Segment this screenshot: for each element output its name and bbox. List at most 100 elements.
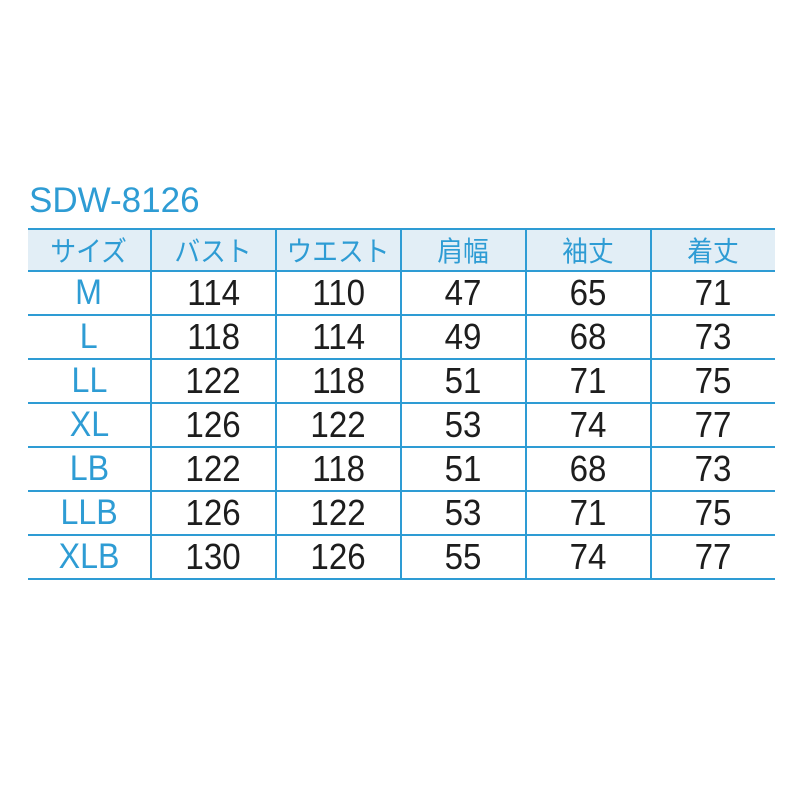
column-header-size-label: サイズ [50,236,128,267]
value-cell: 75 [650,359,775,403]
measurement-value: 122 [310,404,367,445]
value-cell: 73 [650,447,775,491]
measurement-value: 118 [187,316,240,357]
column-header-bust-label: バスト [174,236,253,267]
value-cell: 49 [400,315,526,359]
measurement-value: 74 [570,536,607,577]
table-row-xlb: XLB 130 126 55 74 77 [28,535,775,579]
value-cell: 53 [400,403,526,447]
measurement-value: 77 [695,536,732,577]
measurement-value: 74 [570,404,607,445]
measurement-value: 118 [312,448,365,489]
column-header-length: 着丈 [650,229,775,271]
size-label: L [80,317,98,356]
measurement-value: 122 [310,492,367,533]
table-row-ll: LL 122 118 51 71 75 [28,359,775,403]
value-cell: 118 [275,447,401,491]
measurement-value: 53 [445,492,482,533]
measurement-value: 77 [695,404,732,445]
column-header-waist-label: ウエスト [286,236,391,267]
measurement-value: 122 [185,448,242,489]
measurement-value: 49 [445,316,482,357]
measurement-value: 71 [570,360,607,401]
measurement-value: 114 [187,272,240,313]
column-header-shoulder-label: 肩幅 [437,236,490,267]
value-cell: 130 [150,535,276,579]
measurement-value: 75 [695,492,732,533]
value-cell: 126 [150,403,276,447]
size-label: LL [71,361,107,400]
measurement-value: 118 [312,360,365,401]
measurement-value: 73 [695,448,732,489]
value-cell: 68 [525,315,651,359]
header-row: サイズ バスト ウエスト 肩幅 袖丈 着丈 [28,229,775,271]
value-cell: 51 [400,447,526,491]
size-label: LB [69,449,109,488]
measurement-value: 68 [570,316,607,357]
measurement-value: 110 [312,272,365,313]
size-cell: M [28,271,151,315]
table-row-llb: LLB 126 122 53 71 75 [28,491,775,535]
size-label: XLB [58,537,120,576]
value-cell: 77 [650,535,775,579]
measurement-value: 126 [185,492,242,533]
size-cell: LB [28,447,151,491]
value-cell: 114 [275,315,401,359]
value-cell: 74 [525,535,651,579]
column-header-shoulder: 肩幅 [400,229,526,271]
value-cell: 74 [525,403,651,447]
size-cell: L [28,315,151,359]
table-row-m: M 114 110 47 65 71 [28,271,775,315]
product-code-title: SDW-8126 [29,181,200,220]
value-cell: 114 [150,271,276,315]
measurement-value: 71 [695,272,732,313]
column-header-bust: バスト [150,229,276,271]
measurement-value: 68 [570,448,607,489]
column-header-length-label: 着丈 [687,236,740,267]
column-header-size: サイズ [28,229,151,271]
value-cell: 77 [650,403,775,447]
value-cell: 68 [525,447,651,491]
table-row-l: L 118 114 49 68 73 [28,315,775,359]
value-cell: 110 [275,271,401,315]
size-chart-table: サイズ バスト ウエスト 肩幅 袖丈 着丈 M 114 110 47 65 71… [28,228,775,580]
measurement-value: 51 [445,360,482,401]
measurement-value: 130 [185,536,242,577]
column-header-sleeve-label: 袖丈 [562,236,615,267]
value-cell: 122 [150,359,276,403]
table-row-lb: LB 122 118 51 68 73 [28,447,775,491]
measurement-value: 71 [570,492,607,533]
measurement-value: 53 [445,404,482,445]
measurement-value: 114 [312,316,365,357]
size-cell: XL [28,403,151,447]
size-label: M [75,273,103,312]
measurement-value: 55 [445,536,482,577]
measurement-value: 126 [310,536,367,577]
value-cell: 75 [650,491,775,535]
measurement-value: 47 [445,272,482,313]
value-cell: 118 [150,315,276,359]
size-cell: LLB [28,491,151,535]
measurement-value: 75 [695,360,732,401]
value-cell: 118 [275,359,401,403]
measurement-value: 65 [570,272,607,313]
value-cell: 71 [525,359,651,403]
value-cell: 126 [275,535,401,579]
size-label: XL [69,405,109,444]
value-cell: 126 [150,491,276,535]
column-header-waist: ウエスト [275,229,401,271]
value-cell: 122 [150,447,276,491]
value-cell: 55 [400,535,526,579]
measurement-value: 51 [445,448,482,489]
value-cell: 65 [525,271,651,315]
measurement-value: 126 [185,404,242,445]
column-header-sleeve: 袖丈 [525,229,651,271]
value-cell: 47 [400,271,526,315]
value-cell: 73 [650,315,775,359]
size-label: LLB [60,493,118,532]
table-row-xl: XL 126 122 53 74 77 [28,403,775,447]
value-cell: 71 [650,271,775,315]
value-cell: 53 [400,491,526,535]
size-cell: XLB [28,535,151,579]
